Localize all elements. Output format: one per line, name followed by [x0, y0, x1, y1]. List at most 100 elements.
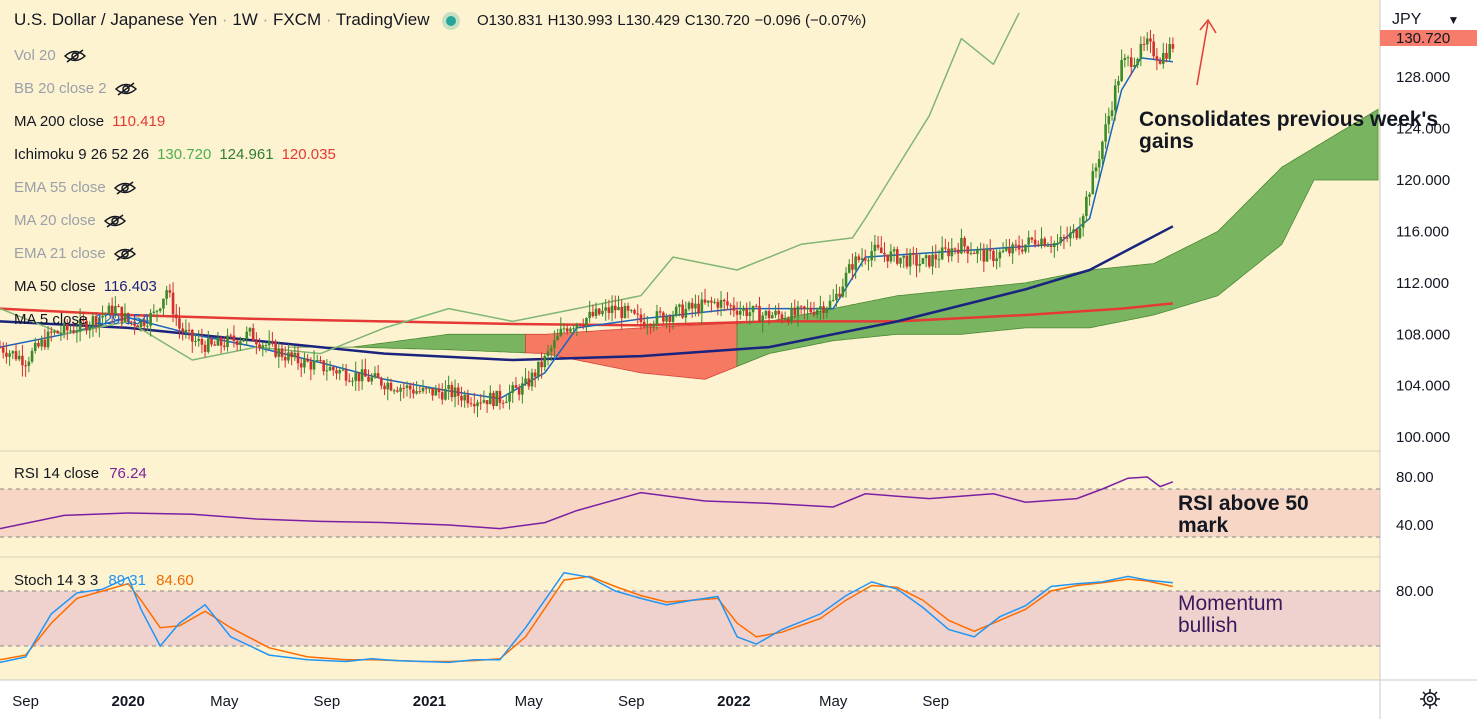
candle-body	[11, 351, 15, 354]
candle-body	[380, 378, 383, 386]
candle-body	[905, 255, 909, 267]
hidden-eye-icon[interactable]	[114, 81, 137, 96]
candle-body	[274, 341, 277, 357]
candle-body	[1, 347, 5, 353]
candle-body	[242, 339, 245, 342]
candle-body	[21, 355, 24, 366]
indicator-value: 120.035	[281, 146, 336, 163]
settings-gear-icon[interactable]	[1420, 689, 1440, 709]
candle-body	[716, 301, 720, 308]
symbol-name: U.S. Dollar / Japanese Yen	[14, 10, 218, 29]
candle-body	[921, 258, 925, 264]
candle-body	[806, 307, 809, 310]
candle-body	[569, 328, 572, 332]
candle-body	[1040, 238, 1043, 246]
candle-body	[62, 324, 66, 334]
indicator-ma-20-close[interactable]: MA 20 close	[14, 212, 126, 229]
candle-body	[383, 385, 386, 390]
indicator-label: MA 20 close	[14, 212, 96, 229]
candle-body	[835, 293, 838, 300]
indicator-ma-5-close[interactable]: MA 5 close 129.154	[14, 311, 150, 328]
price-tick-label: 120.000	[1396, 172, 1450, 189]
candle-body	[335, 370, 338, 374]
candle-body	[120, 306, 124, 322]
candle-body	[511, 385, 515, 393]
candle-body	[386, 382, 390, 390]
candle-body	[1171, 44, 1175, 49]
candle-body	[348, 380, 351, 382]
candle-body	[809, 307, 813, 312]
up-arrow-icon	[1196, 21, 1209, 86]
candle-body	[799, 306, 803, 308]
rsi-line	[0, 476, 1174, 530]
indicator-ma-50-close[interactable]: MA 50 close 116.403	[14, 278, 157, 295]
last-price-marker	[1380, 30, 1477, 46]
candle-body	[729, 305, 732, 307]
candle-body	[495, 390, 499, 407]
candle-body	[453, 387, 457, 398]
time-tick-label: 2021	[413, 693, 446, 710]
indicator-ma-200-close[interactable]: MA 200 close 110.419	[14, 113, 165, 130]
up-arrow-head-icon	[1199, 18, 1217, 34]
candle-body	[1120, 60, 1123, 82]
indicator-label: MA 5 close	[14, 311, 88, 328]
candle-body	[995, 258, 998, 262]
candle-body	[1104, 124, 1107, 142]
market-status-icon	[446, 15, 457, 26]
candle-body	[1145, 38, 1149, 45]
candle-body	[1069, 232, 1072, 239]
candle-body	[456, 387, 460, 396]
candle-body	[331, 367, 335, 371]
candle-body	[665, 316, 668, 322]
candle-body	[8, 353, 11, 357]
candle-body	[604, 307, 607, 311]
rsi-legend[interactable]: RSI 14 close 76.24	[14, 465, 147, 482]
hidden-eye-icon[interactable]	[103, 213, 126, 228]
chart-header[interactable]: U.S. Dollar / Japanese Yen · 1W · FXCM ·…	[14, 10, 867, 29]
candle-body	[674, 306, 678, 316]
candle-body	[415, 391, 418, 394]
candle-body	[1142, 43, 1146, 45]
indicator-bb-20-close-2[interactable]: BB 20 close 2	[14, 80, 137, 97]
candle-body	[889, 251, 893, 262]
rsi-tick-label: 40.00	[1396, 517, 1434, 534]
candle-body	[1037, 244, 1040, 246]
candle-body	[931, 254, 934, 267]
ohlc-open: O130.831	[476, 12, 543, 29]
candle-body	[902, 255, 906, 258]
candle-body	[463, 394, 466, 401]
price-tick-label: 100.000	[1396, 429, 1450, 446]
candle-body	[1065, 237, 1069, 239]
candle-body	[687, 302, 691, 309]
candle-body	[267, 341, 271, 346]
indicator-vol-20[interactable]: Vol 20	[14, 47, 86, 64]
hidden-eye-icon[interactable]	[113, 246, 136, 261]
candle-body	[171, 292, 175, 315]
currency-label[interactable]: JPY ▼	[1392, 11, 1460, 28]
indicator-ema-21-close[interactable]: EMA 21 close	[14, 245, 136, 262]
candle-body	[873, 244, 877, 252]
candle-body	[325, 370, 329, 372]
hidden-eye-icon[interactable]	[63, 48, 86, 63]
candle-body	[472, 404, 476, 407]
candle-body	[863, 258, 867, 261]
candle-body	[530, 372, 534, 387]
indicator-ichimoku-9-26-52-26[interactable]: Ichimoku 9 26 52 26 130.720 124.961 120.035	[14, 146, 336, 163]
candle-body	[828, 300, 832, 309]
candle-body	[844, 272, 848, 287]
time-tick-label: May	[819, 693, 848, 710]
candle-body	[72, 330, 76, 333]
candle-body	[200, 338, 204, 345]
candle-body	[85, 320, 88, 331]
time-tick-label: 2022	[717, 693, 750, 710]
candle-body	[812, 311, 816, 315]
hidden-eye-icon[interactable]	[113, 180, 136, 195]
indicator-label: MA 50 close	[14, 278, 96, 295]
candle-body	[838, 293, 841, 297]
indicator-ema-55-close[interactable]: EMA 55 close	[14, 179, 136, 196]
candle-body	[774, 310, 777, 316]
candle-body	[1011, 244, 1014, 254]
stoch-legend[interactable]: Stoch 14 3 3 89.31 84.60	[14, 572, 194, 589]
candle-body	[985, 249, 989, 262]
